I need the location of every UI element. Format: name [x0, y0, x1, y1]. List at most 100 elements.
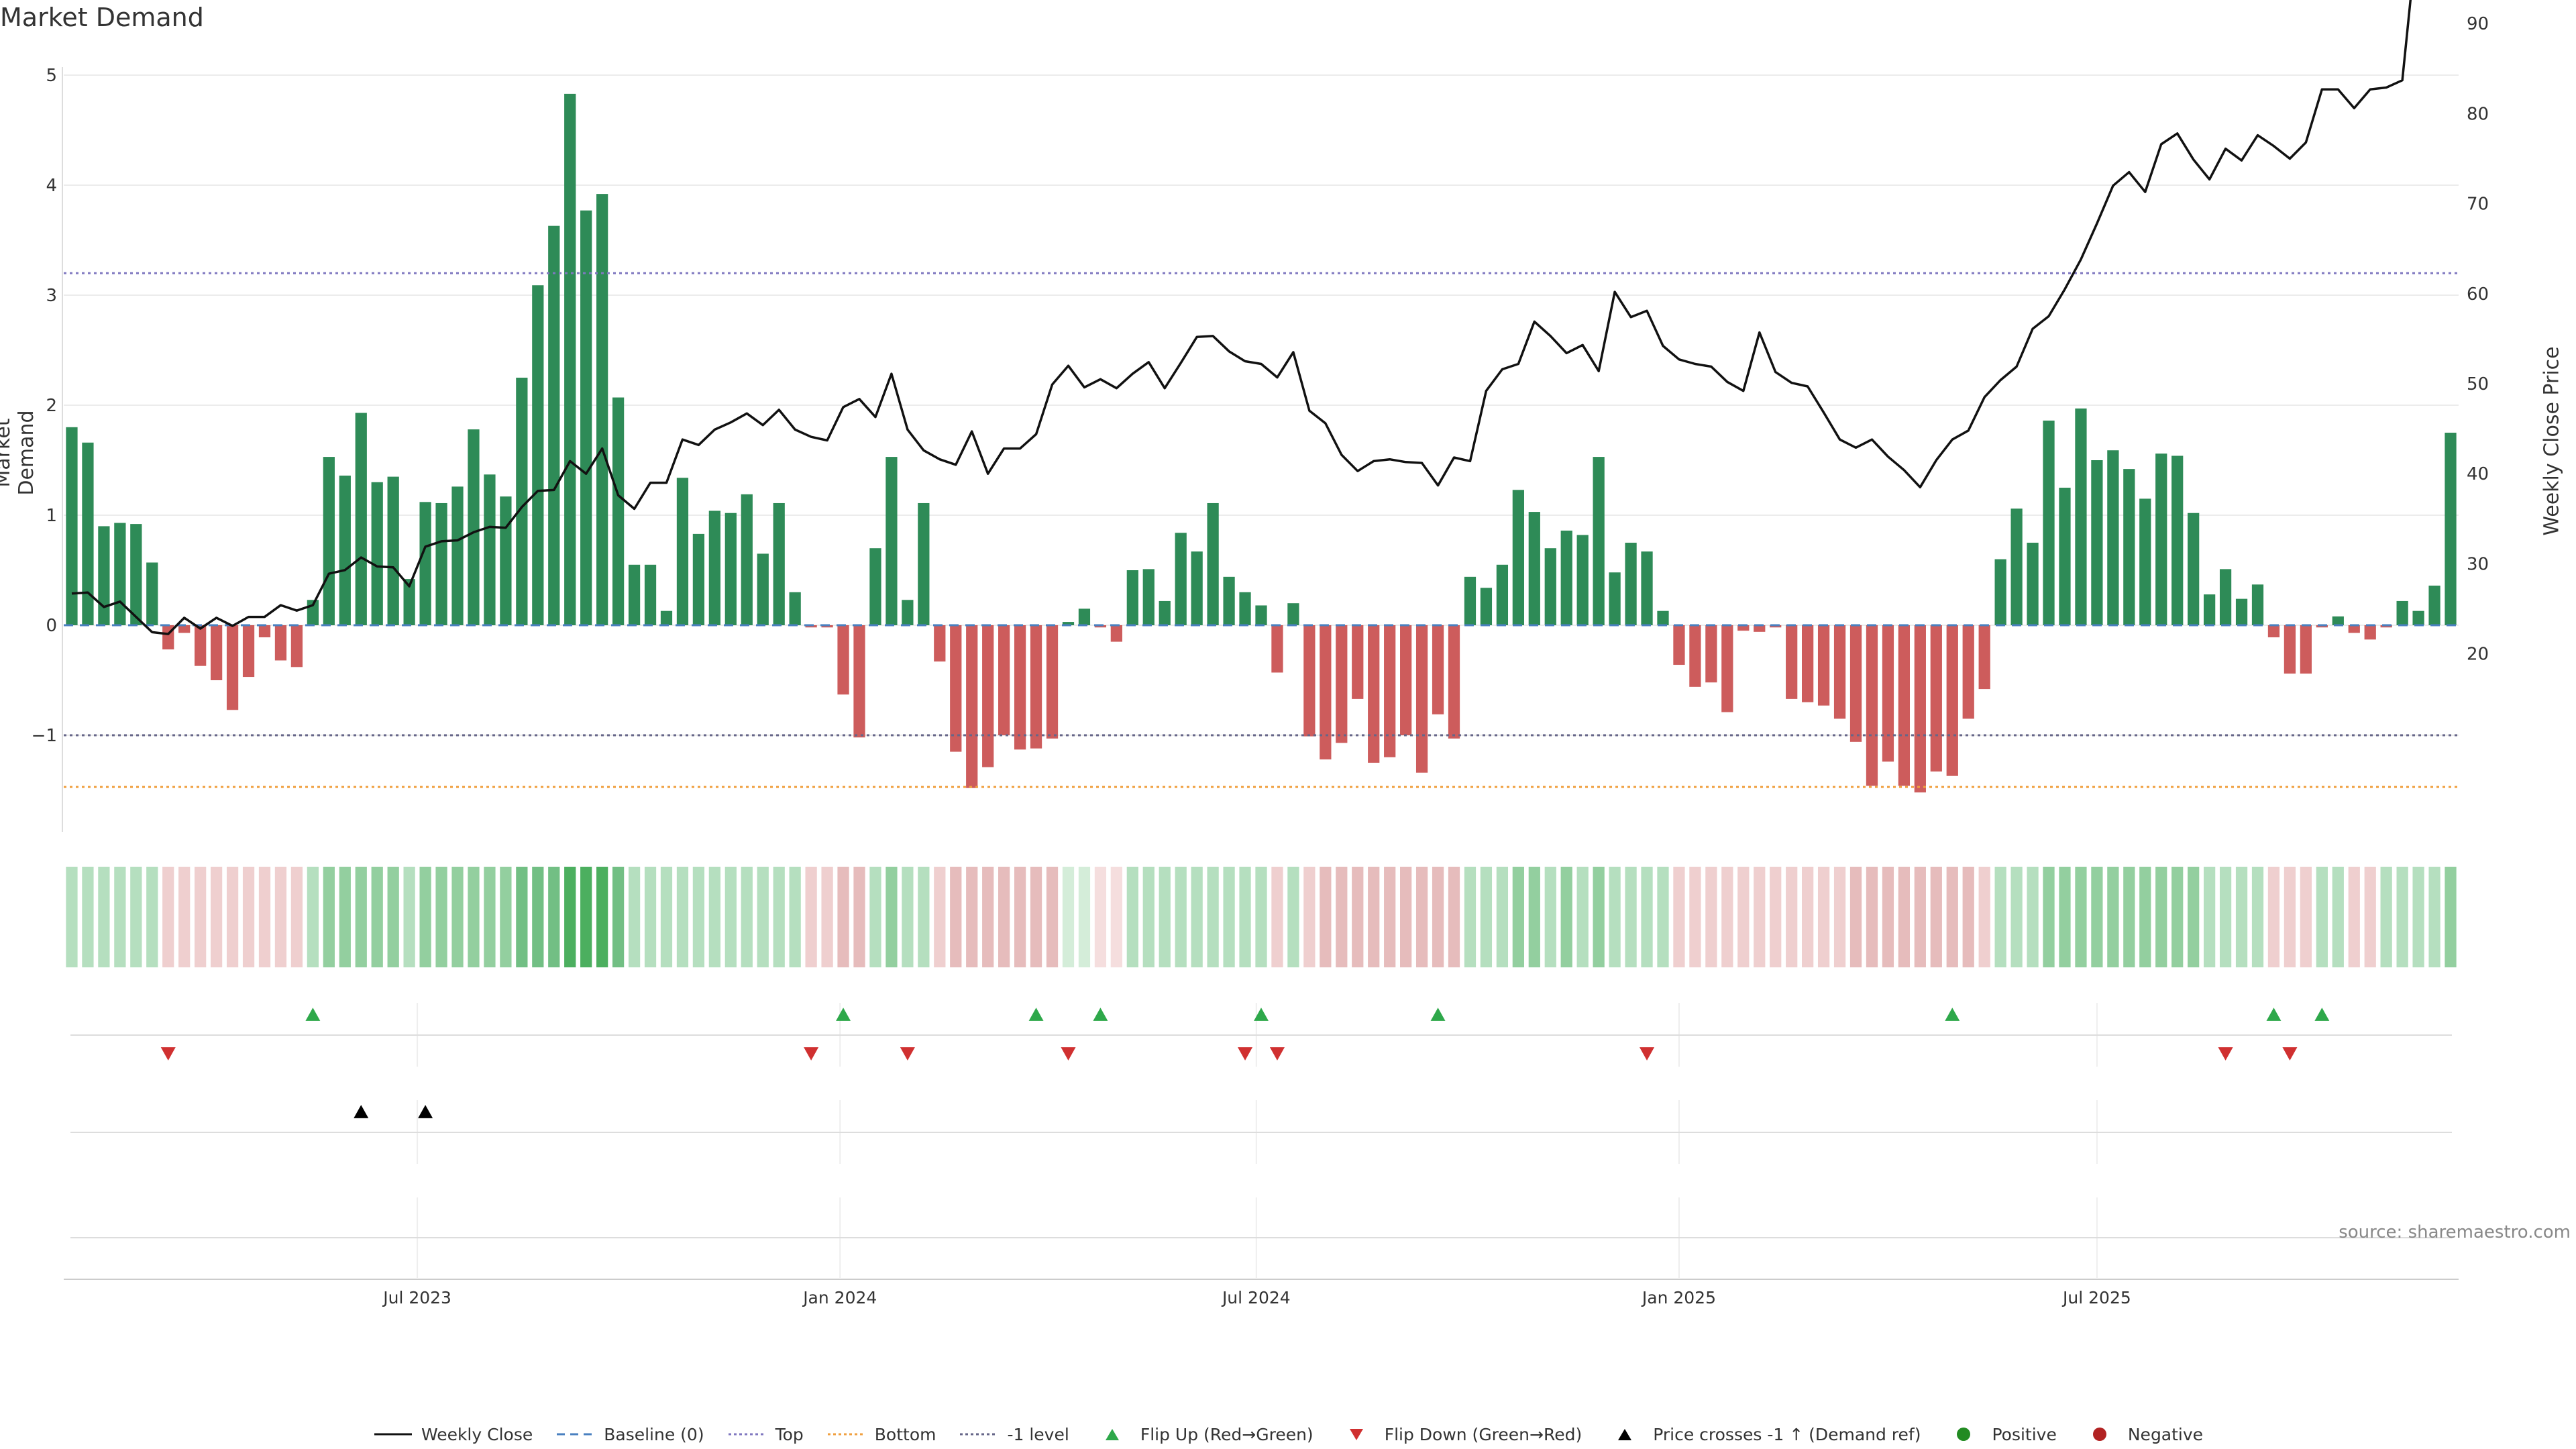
x-tick-label: Jan 2024	[802, 1288, 877, 1307]
demand-bar	[2412, 610, 2424, 625]
demand-bar	[950, 625, 962, 752]
strength-cell	[516, 867, 528, 967]
right-tick-label: 80	[2467, 104, 2489, 124]
strength-cell	[339, 867, 351, 967]
triangle-up-black-icon	[1618, 1429, 1632, 1440]
demand-bar	[1094, 625, 1107, 628]
strength-cell	[885, 867, 898, 967]
legend-item: Baseline (0)	[555, 1425, 704, 1444]
demand-bar	[918, 502, 930, 625]
flip-up-marker	[305, 1008, 321, 1021]
demand-bar	[612, 397, 625, 625]
strength-cell	[2428, 867, 2440, 967]
strength-cell	[1593, 867, 1605, 967]
strength-cell	[1352, 867, 1364, 967]
legend-item: Bottom	[826, 1425, 936, 1444]
strength-cell	[1078, 867, 1091, 967]
price-cross-marker	[418, 1105, 433, 1118]
demand-bar	[1175, 533, 1187, 625]
flip-down-marker	[2218, 1047, 2233, 1061]
right-tick-label: 50	[2467, 374, 2489, 394]
flip-down-marker	[1640, 1047, 1655, 1061]
demand-bar	[1786, 625, 1798, 699]
legend-label: Weekly Close	[421, 1425, 533, 1444]
demand-bar	[885, 457, 898, 625]
strength-cell	[403, 867, 415, 967]
right-tick-label: 40	[2467, 464, 2489, 484]
right-tick-label: 60	[2467, 284, 2489, 305]
demand-bar	[371, 482, 383, 625]
strength-cell	[2203, 867, 2216, 967]
demand-bar	[805, 625, 817, 628]
demand-bar	[2043, 420, 2055, 625]
strength-cell	[2364, 867, 2376, 967]
strength-cell	[451, 867, 464, 967]
strength-cell	[1030, 867, 1042, 967]
demand-bar	[1882, 625, 1894, 762]
demand-bar	[435, 502, 447, 625]
x-tick-label: Jan 2025	[1641, 1288, 1716, 1307]
strength-cell	[2091, 867, 2103, 967]
strength-cell	[708, 867, 720, 967]
demand-bar	[1689, 625, 1701, 687]
demand-bar	[1802, 625, 1814, 702]
flip-up-marker	[1945, 1008, 1960, 1021]
legend-label: Baseline (0)	[604, 1425, 704, 1444]
strength-cell	[998, 867, 1010, 967]
strength-cell	[1930, 867, 1942, 967]
strength-cell	[2188, 867, 2200, 967]
strength-cell	[307, 867, 319, 967]
strength-cell	[1512, 867, 1524, 967]
strength-cell	[387, 867, 399, 967]
strength-cell	[1978, 867, 1990, 967]
right-tick-label: 70	[2467, 195, 2489, 215]
demand-bar	[1544, 548, 1556, 625]
demand-bar	[934, 625, 946, 662]
demand-bar	[1512, 490, 1524, 625]
demand-bar	[966, 625, 978, 788]
strength-cell	[2059, 867, 2071, 967]
strength-cell	[1609, 867, 1621, 967]
demand-bar	[532, 285, 544, 625]
strength-cell	[934, 867, 946, 967]
strength-cell	[1994, 867, 2006, 967]
demand-bar	[130, 524, 142, 625]
demand-bar	[419, 502, 431, 625]
flip-up-marker	[1028, 1008, 1044, 1021]
strength-cell	[1898, 867, 1911, 967]
strength-cell	[1287, 867, 1299, 967]
line-dotted-purple-icon	[728, 1433, 766, 1436]
flip-up-marker	[1254, 1008, 1269, 1021]
flip-up-marker	[2314, 1008, 2330, 1021]
strength-cell	[2251, 867, 2264, 967]
demand-bar	[548, 225, 560, 625]
demand-bar	[2059, 488, 2071, 625]
strength-cell	[580, 867, 592, 967]
legend-label: Flip Down (Green→Red)	[1384, 1425, 1582, 1444]
demand-bar	[98, 526, 110, 625]
demand-bar	[2316, 625, 2328, 628]
demand-bar	[1994, 559, 2006, 625]
strength-cell	[290, 867, 303, 967]
demand-bar	[708, 511, 720, 625]
flip-up-marker	[1430, 1008, 1446, 1021]
strength-cell	[2027, 867, 2039, 967]
strength-cell	[982, 867, 994, 967]
strength-cell	[242, 867, 255, 967]
right-tick-label: 30	[2467, 554, 2489, 574]
demand-bar	[1400, 625, 1412, 735]
strength-cell	[2380, 867, 2392, 967]
legend-item: -1 level	[959, 1425, 1069, 1444]
strength-cell	[2412, 867, 2424, 967]
demand-bar	[1737, 625, 1750, 631]
x-tick-label: Jul 2025	[2061, 1288, 2131, 1307]
circle-green-icon	[1957, 1428, 1971, 1441]
strength-cell	[1737, 867, 1750, 967]
demand-bar	[387, 476, 399, 625]
demand-bar	[1770, 625, 1782, 628]
price-cross-marker	[354, 1105, 369, 1118]
demand-bar	[2332, 616, 2344, 625]
strength-cell	[1255, 867, 1267, 967]
left-tick-label: 1	[46, 506, 57, 526]
strength-cell	[1191, 867, 1203, 967]
